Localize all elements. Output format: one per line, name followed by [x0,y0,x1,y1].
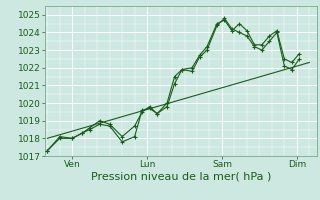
X-axis label: Pression niveau de la mer( hPa ): Pression niveau de la mer( hPa ) [91,172,271,182]
